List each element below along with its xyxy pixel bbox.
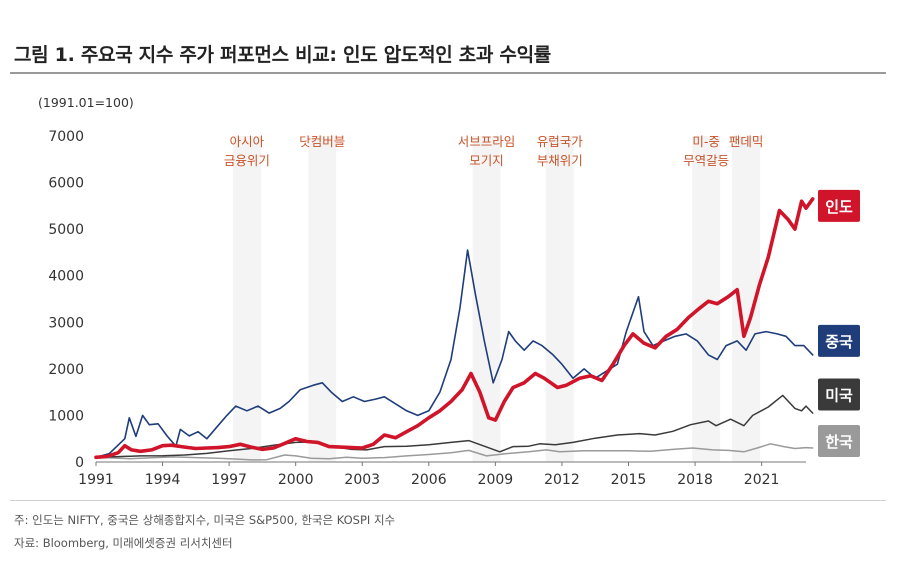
event-band <box>545 136 574 462</box>
legend-badge-us: 미국 <box>818 378 860 411</box>
legend-swatch <box>818 324 860 357</box>
x-tick-label: 2018 <box>677 472 713 488</box>
series-line-korea <box>95 443 814 461</box>
event-label: 모기지 <box>469 153 504 168</box>
y-tick-label: 4000 <box>48 269 84 285</box>
y-tick-label: 1000 <box>48 408 84 424</box>
y-axis-label: (1991.01=100) <box>38 95 134 110</box>
series-line-china <box>95 249 814 459</box>
footnote-source: 자료: Bloomberg, 미래에셋증권 리서치센터 <box>14 536 233 550</box>
footnote-indices: 주: 인도는 NIFTY, 중국은 상해종합지수, 미국은 S&P500, 한국… <box>14 513 396 527</box>
x-axis: 1991 1994 1997 2000 2003 2006 2009 2012 2015 2018… <box>78 461 806 488</box>
series-layer <box>94 197 815 461</box>
legend-badge-india: 인도 <box>818 189 860 222</box>
event-label: 금융위기 <box>224 153 270 168</box>
x-tick-label: 1997 <box>211 472 247 488</box>
series-line-india <box>94 197 815 460</box>
x-tick-label: 2015 <box>611 472 647 488</box>
legend-swatch <box>818 189 860 222</box>
event-band <box>232 136 261 462</box>
event-label: 서브프라임 <box>458 134 516 149</box>
y-tick-label: 7000 <box>48 129 84 145</box>
legend-label: 한국 <box>825 433 853 451</box>
legend-swatch <box>818 425 860 458</box>
x-tick-label: 2006 <box>411 472 447 488</box>
event-label: 미-중 <box>692 134 720 149</box>
x-tick-label: 1991 <box>78 472 114 488</box>
y-axis: 0 1000 2000 3000 4000 5000 6000 7000 <box>48 129 84 471</box>
event-bands <box>232 136 761 462</box>
x-tick-label: 2012 <box>544 472 580 488</box>
legend-label: 중국 <box>825 333 853 351</box>
y-tick-label: 5000 <box>48 222 84 238</box>
legend-swatch <box>818 378 860 411</box>
event-label: 무역갈등 <box>683 153 729 168</box>
x-tick-label: 2000 <box>278 472 314 488</box>
y-tick-label: 0 <box>75 455 84 471</box>
y-tick-label: 6000 <box>48 176 84 192</box>
event-label: 팬데믹 <box>729 134 764 149</box>
x-tick-label: 2009 <box>478 472 514 488</box>
event-band <box>692 136 721 462</box>
x-tick-label: 1994 <box>145 472 181 488</box>
legend-badge-korea: 한국 <box>818 425 860 458</box>
event-label: 부채위기 <box>537 153 583 168</box>
event-label: 닷컴버블 <box>299 134 345 149</box>
event-label: 유럽국가 <box>537 134 584 149</box>
figure-title: 그림 1. 주요국 지수 주가 퍼포먼스 비교: 인도 압도적인 초과 수익률 <box>14 44 551 66</box>
legend-badge-china: 중국 <box>818 324 860 357</box>
title-divider <box>10 72 886 74</box>
legend-label: 인도 <box>825 198 853 216</box>
event-label: 아시아 <box>230 134 265 149</box>
event-band <box>308 136 337 462</box>
x-tick-label: 2003 <box>344 472 380 488</box>
footer-divider <box>10 500 886 501</box>
legend-label: 미국 <box>825 386 853 404</box>
y-tick-label: 3000 <box>48 315 84 331</box>
y-tick-label: 2000 <box>48 362 84 378</box>
x-tick-label: 2021 <box>744 472 780 488</box>
